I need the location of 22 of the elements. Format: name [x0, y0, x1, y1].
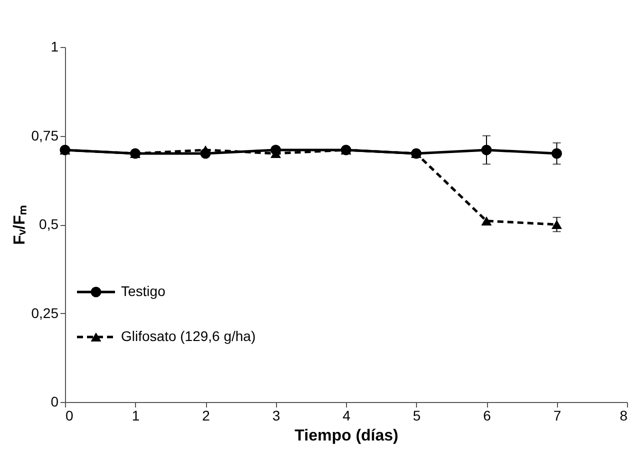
x-tick-label: 6 [483, 408, 492, 424]
point [552, 220, 562, 230]
x-tick-label: 4 [342, 408, 351, 424]
x-tick-label: 3 [272, 408, 280, 424]
x-tick-label: 8 [620, 408, 628, 424]
y-tick-label: 0 [50, 394, 59, 410]
x-axis-title: Tiempo (días) [294, 428, 398, 444]
y-tick-label: 0,5 [39, 216, 59, 232]
y-axis-title: Fᵥ/Fₘ [11, 205, 28, 245]
legend-label: Testigo [121, 283, 166, 299]
x-tick-label: 0 [66, 408, 74, 424]
x-tick-label: 2 [202, 408, 210, 424]
legend-label: Glifosato (129,6 g/ha) [121, 328, 256, 344]
point [481, 144, 492, 156]
x-tick-label: 5 [412, 408, 421, 424]
x-tick-label: 7 [553, 408, 562, 424]
point [552, 148, 562, 159]
point [481, 216, 492, 226]
y-tick-label: 0,75 [31, 127, 59, 144]
x-tick-label: 1 [132, 408, 140, 424]
y-tick-label: 1 [50, 38, 59, 54]
y-tick-label: 0,25 [31, 304, 59, 321]
